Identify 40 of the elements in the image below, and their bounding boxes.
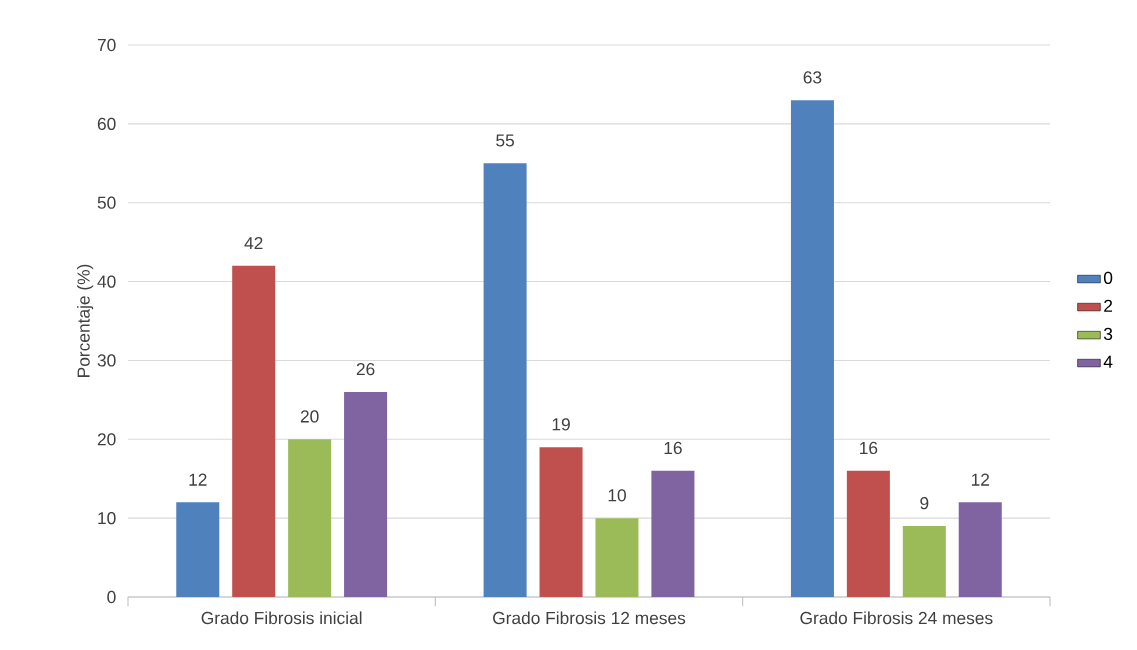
legend-label: 2 bbox=[1104, 299, 1113, 312]
y-tick-label: 30 bbox=[97, 354, 116, 367]
x-tick-label: Grado Fibrosis 12 meses bbox=[493, 611, 686, 625]
bar bbox=[483, 163, 527, 597]
legend-label: 4 bbox=[1103, 355, 1113, 368]
data-label: 16 bbox=[664, 441, 682, 455]
bar bbox=[539, 447, 583, 597]
y-axis-title: Porcentaje (%) bbox=[77, 264, 94, 377]
bar bbox=[651, 470, 695, 597]
data-label: 20 bbox=[300, 410, 319, 423]
bar bbox=[958, 502, 1002, 597]
bar bbox=[176, 502, 220, 597]
y-tick-label: 0 bbox=[107, 590, 116, 604]
data-label: 42 bbox=[244, 236, 263, 250]
bar bbox=[790, 100, 834, 597]
y-tick-label: 50 bbox=[97, 196, 116, 209]
bar bbox=[232, 265, 276, 597]
y-tick-label: 60 bbox=[97, 117, 116, 130]
data-label: 16 bbox=[860, 441, 878, 455]
y-tick-label: 40 bbox=[97, 275, 116, 288]
data-label: 55 bbox=[496, 134, 515, 147]
bar bbox=[846, 470, 890, 597]
bar bbox=[288, 439, 332, 597]
data-label: 26 bbox=[356, 362, 375, 376]
legend-label: 0 bbox=[1103, 271, 1113, 284]
data-label: 12 bbox=[189, 473, 207, 486]
y-tick-label: 10 bbox=[98, 512, 116, 525]
y-tick-label: 20 bbox=[97, 433, 116, 446]
legend-label: 3 bbox=[1103, 327, 1113, 341]
bar bbox=[595, 518, 639, 597]
bar bbox=[902, 526, 946, 597]
bar bbox=[344, 391, 388, 597]
data-label: 63 bbox=[803, 71, 822, 84]
data-label: 12 bbox=[971, 473, 990, 486]
data-label: 19 bbox=[552, 418, 570, 431]
x-tick-label: Grado Fibrosis inicial bbox=[201, 611, 362, 625]
y-tick-label: 70 bbox=[97, 38, 116, 52]
data-label: 10 bbox=[608, 489, 626, 502]
x-tick-label: Grado Fibrosis 24 meses bbox=[800, 611, 993, 625]
data-label: 9 bbox=[920, 497, 929, 510]
